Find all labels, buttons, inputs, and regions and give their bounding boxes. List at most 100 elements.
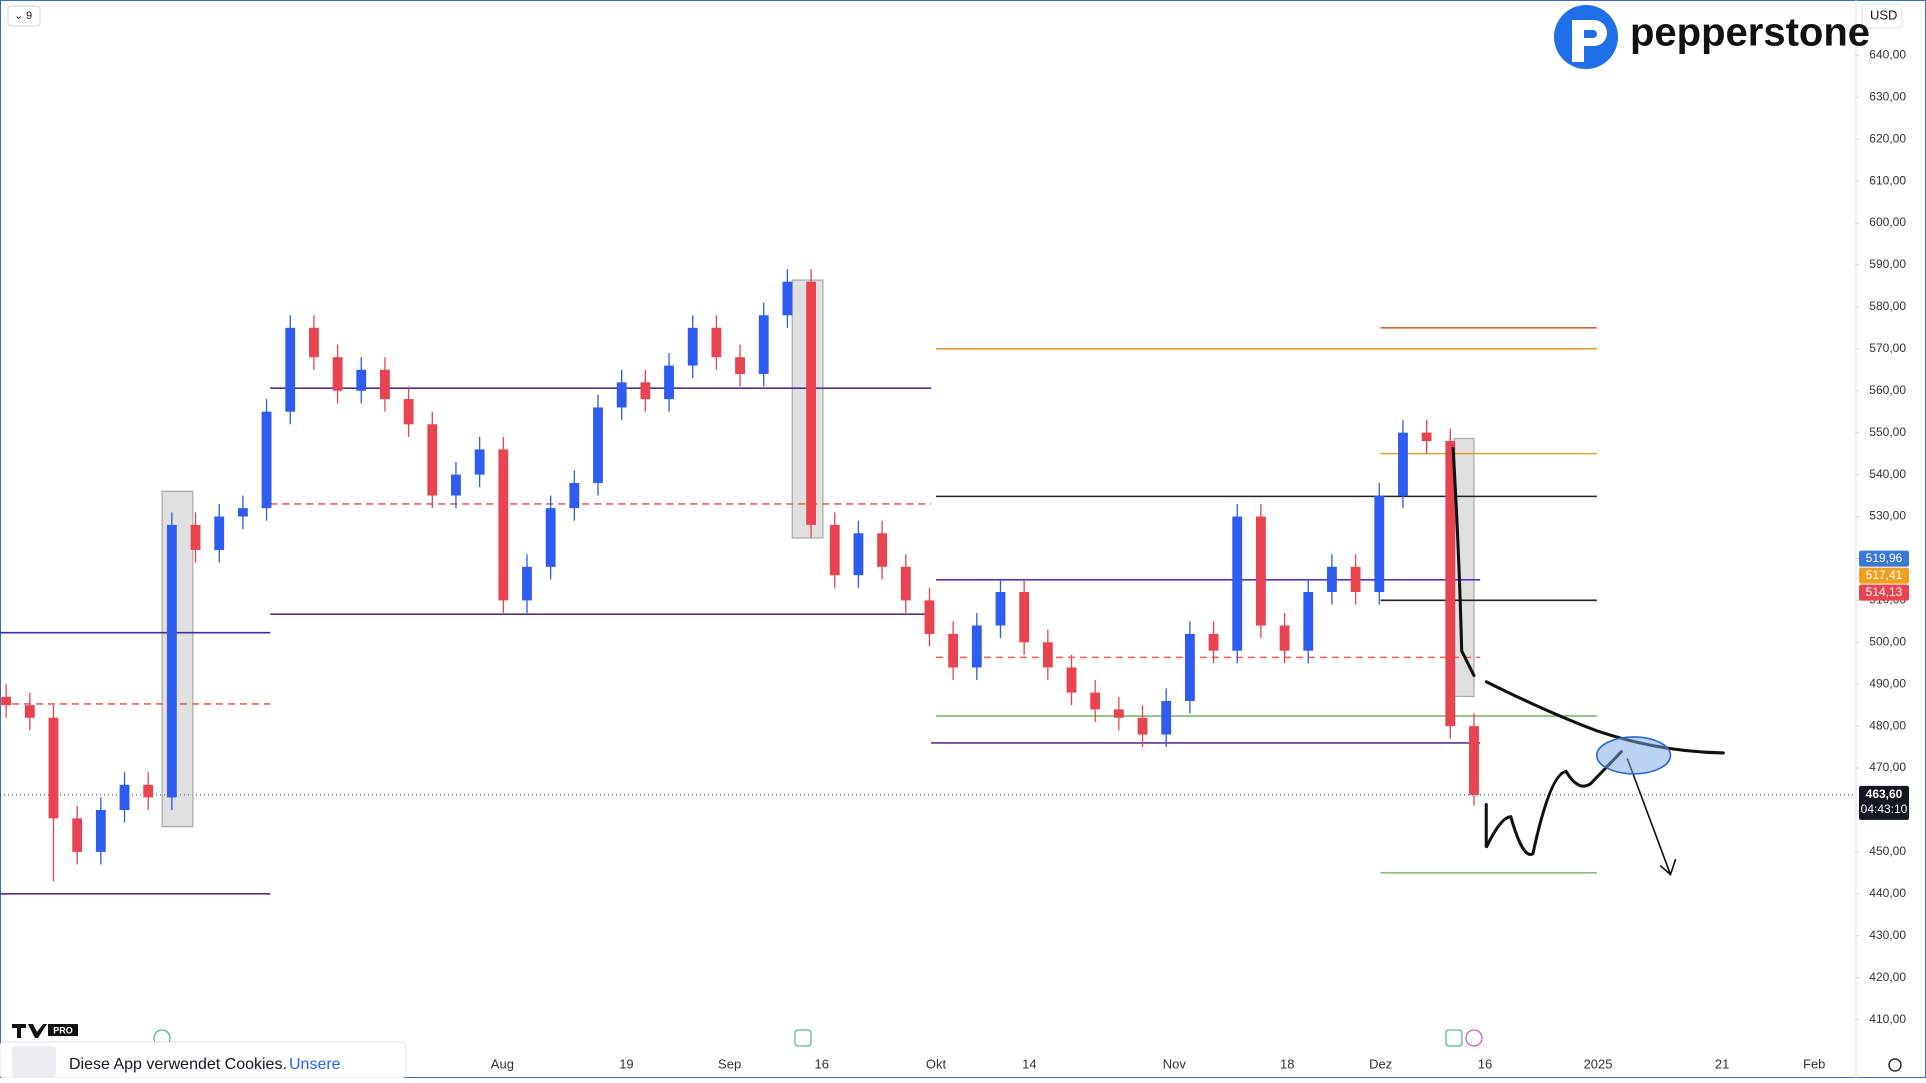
currency-box (1861, 3, 1903, 29)
drawn-line (1451, 446, 1476, 678)
candle-body (758, 315, 769, 374)
earnings-icon[interactable] (794, 1029, 812, 1047)
candle-body (1019, 591, 1030, 643)
y-tick-label: 470,00 (1869, 760, 1906, 774)
y-tick-label: 560,00 (1869, 383, 1906, 397)
y-tick-label: 450,00 (1869, 844, 1906, 858)
candle-body (1066, 667, 1077, 693)
x-tick-label: Sep (718, 1056, 741, 1071)
y-tick-label: 480,00 (1869, 718, 1906, 732)
settings-icon[interactable] (1888, 1058, 1902, 1072)
countdown: 04:43:10 (1861, 802, 1908, 816)
candle-body (1469, 726, 1479, 795)
tv-logo: PRO (12, 1024, 78, 1038)
candle-body (48, 717, 59, 819)
last-price-box (1859, 785, 1909, 820)
price-label: 514,13 (1866, 585, 1903, 599)
candle-body (877, 533, 888, 567)
x-tick-label: 16 (1478, 1056, 1492, 1071)
y-tick-label: 610,00 (1869, 173, 1906, 187)
brand-name: pepperstone (1630, 11, 1870, 55)
drawn-ellipse (1595, 736, 1672, 775)
candle-body (332, 357, 343, 391)
y-tick-label: 540,00 (1869, 467, 1906, 481)
highlight-box (161, 490, 194, 828)
candle-body (900, 566, 911, 601)
candle-body (924, 600, 935, 634)
candle-body (1161, 700, 1172, 735)
cookie-banner: Diese App verwendet Cookies. Unsere (0, 1041, 407, 1079)
candle-body (735, 357, 745, 374)
price-label: 519,96 (1866, 551, 1903, 565)
candle-body (1042, 642, 1053, 668)
candle-body (119, 784, 130, 810)
candle-body (1350, 566, 1361, 592)
candle-body (1090, 692, 1101, 710)
dividend-icon[interactable] (1465, 1029, 1483, 1047)
candle-body (261, 411, 272, 509)
candle-body (853, 533, 864, 576)
cookie-text: Diese App verwendet Cookies. (69, 1056, 287, 1073)
candle-body (569, 482, 580, 509)
candle-body (1421, 432, 1432, 442)
candle-body (95, 809, 106, 852)
candle-body (806, 281, 816, 525)
x-tick-label: 2025 (1584, 1056, 1613, 1071)
drawn-line (1484, 750, 1623, 856)
currency: USD (1870, 7, 1897, 22)
candle-body (995, 591, 1006, 626)
x-tick-label: 19 (619, 1056, 633, 1071)
candle-body (640, 382, 651, 400)
candle-body (309, 327, 319, 358)
candle-body (356, 369, 367, 391)
x-tick-label: Aug (491, 1056, 514, 1071)
hand-drawing (1451, 446, 1725, 876)
candle-body (664, 365, 674, 400)
candle-body (1445, 441, 1456, 727)
earnings-icon[interactable] (1445, 1029, 1463, 1047)
cookie-link[interactable]: Unsere (289, 1056, 341, 1073)
candle-body (403, 399, 414, 425)
candle-body (1374, 495, 1385, 592)
y-tick-label: 570,00 (1869, 341, 1906, 355)
candle-body (593, 407, 603, 483)
candle-body (427, 424, 438, 496)
x-tick-label: Nov (1163, 1056, 1187, 1071)
candle-body (829, 524, 840, 576)
y-tick-label: 490,00 (1869, 676, 1906, 690)
candle-body (72, 818, 83, 852)
x-tick-label: 21 (1715, 1056, 1729, 1071)
x-tick-label: Okt (926, 1056, 947, 1071)
tv-pro-badge (48, 1024, 78, 1036)
candle-body (1232, 516, 1243, 651)
tv-pro: PRO (53, 1025, 73, 1035)
candle-body (522, 566, 532, 601)
y-tick-label: 550,00 (1869, 425, 1906, 439)
interval[interactable]: 9 (26, 10, 32, 22)
y-tick-label: 530,00 (1869, 509, 1906, 523)
candle-body (237, 508, 248, 517)
interval-button[interactable] (7, 5, 41, 27)
interval-chevron: ⌄ (14, 10, 23, 22)
price-label: 517,41 (1866, 568, 1903, 582)
candle-body (1255, 516, 1266, 626)
candle-body (474, 449, 485, 475)
candle-body (1, 696, 12, 706)
brand-icon (1554, 5, 1618, 69)
brand-logo: pepperstone (1554, 5, 1870, 69)
candle-body (1279, 625, 1290, 651)
y-tick-label: 440,00 (1869, 886, 1906, 900)
y-tick-label: 590,00 (1869, 257, 1906, 271)
candle-body (545, 508, 556, 567)
candle-body (948, 633, 959, 668)
candle-body (1184, 633, 1195, 701)
candle-body (711, 327, 722, 358)
candle-body (143, 784, 154, 798)
candle-body (1113, 709, 1124, 718)
candle-body (1137, 717, 1148, 735)
candle-body (971, 625, 982, 668)
candle-body (451, 474, 461, 496)
